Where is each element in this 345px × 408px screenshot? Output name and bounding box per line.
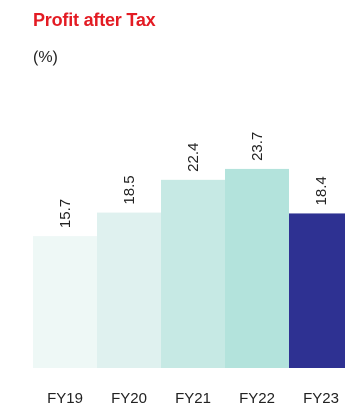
category-label-fy19: FY19 — [47, 390, 83, 407]
bar-fy22 — [225, 168, 289, 368]
value-label-fy22: 23.7 — [249, 132, 266, 161]
category-label-fy22: FY22 — [239, 390, 275, 407]
chart-unit-subtitle: (%) — [33, 49, 58, 66]
category-label-fy21: FY21 — [175, 390, 211, 407]
value-label-fy21: 22.4 — [185, 143, 202, 172]
bar-fy21 — [161, 179, 225, 368]
value-label-fy23: 18.4 — [313, 176, 330, 205]
chart-title: Profit after Tax — [33, 10, 156, 30]
value-label-fy20: 18.5 — [121, 175, 138, 204]
category-label-fy23: FY23 — [303, 390, 339, 407]
category-label-fy20: FY20 — [111, 390, 147, 407]
bar-fy23 — [289, 213, 345, 368]
bar-fy19 — [33, 236, 97, 368]
bar-fy20 — [97, 212, 161, 368]
value-label-fy19: 15.7 — [57, 199, 74, 228]
